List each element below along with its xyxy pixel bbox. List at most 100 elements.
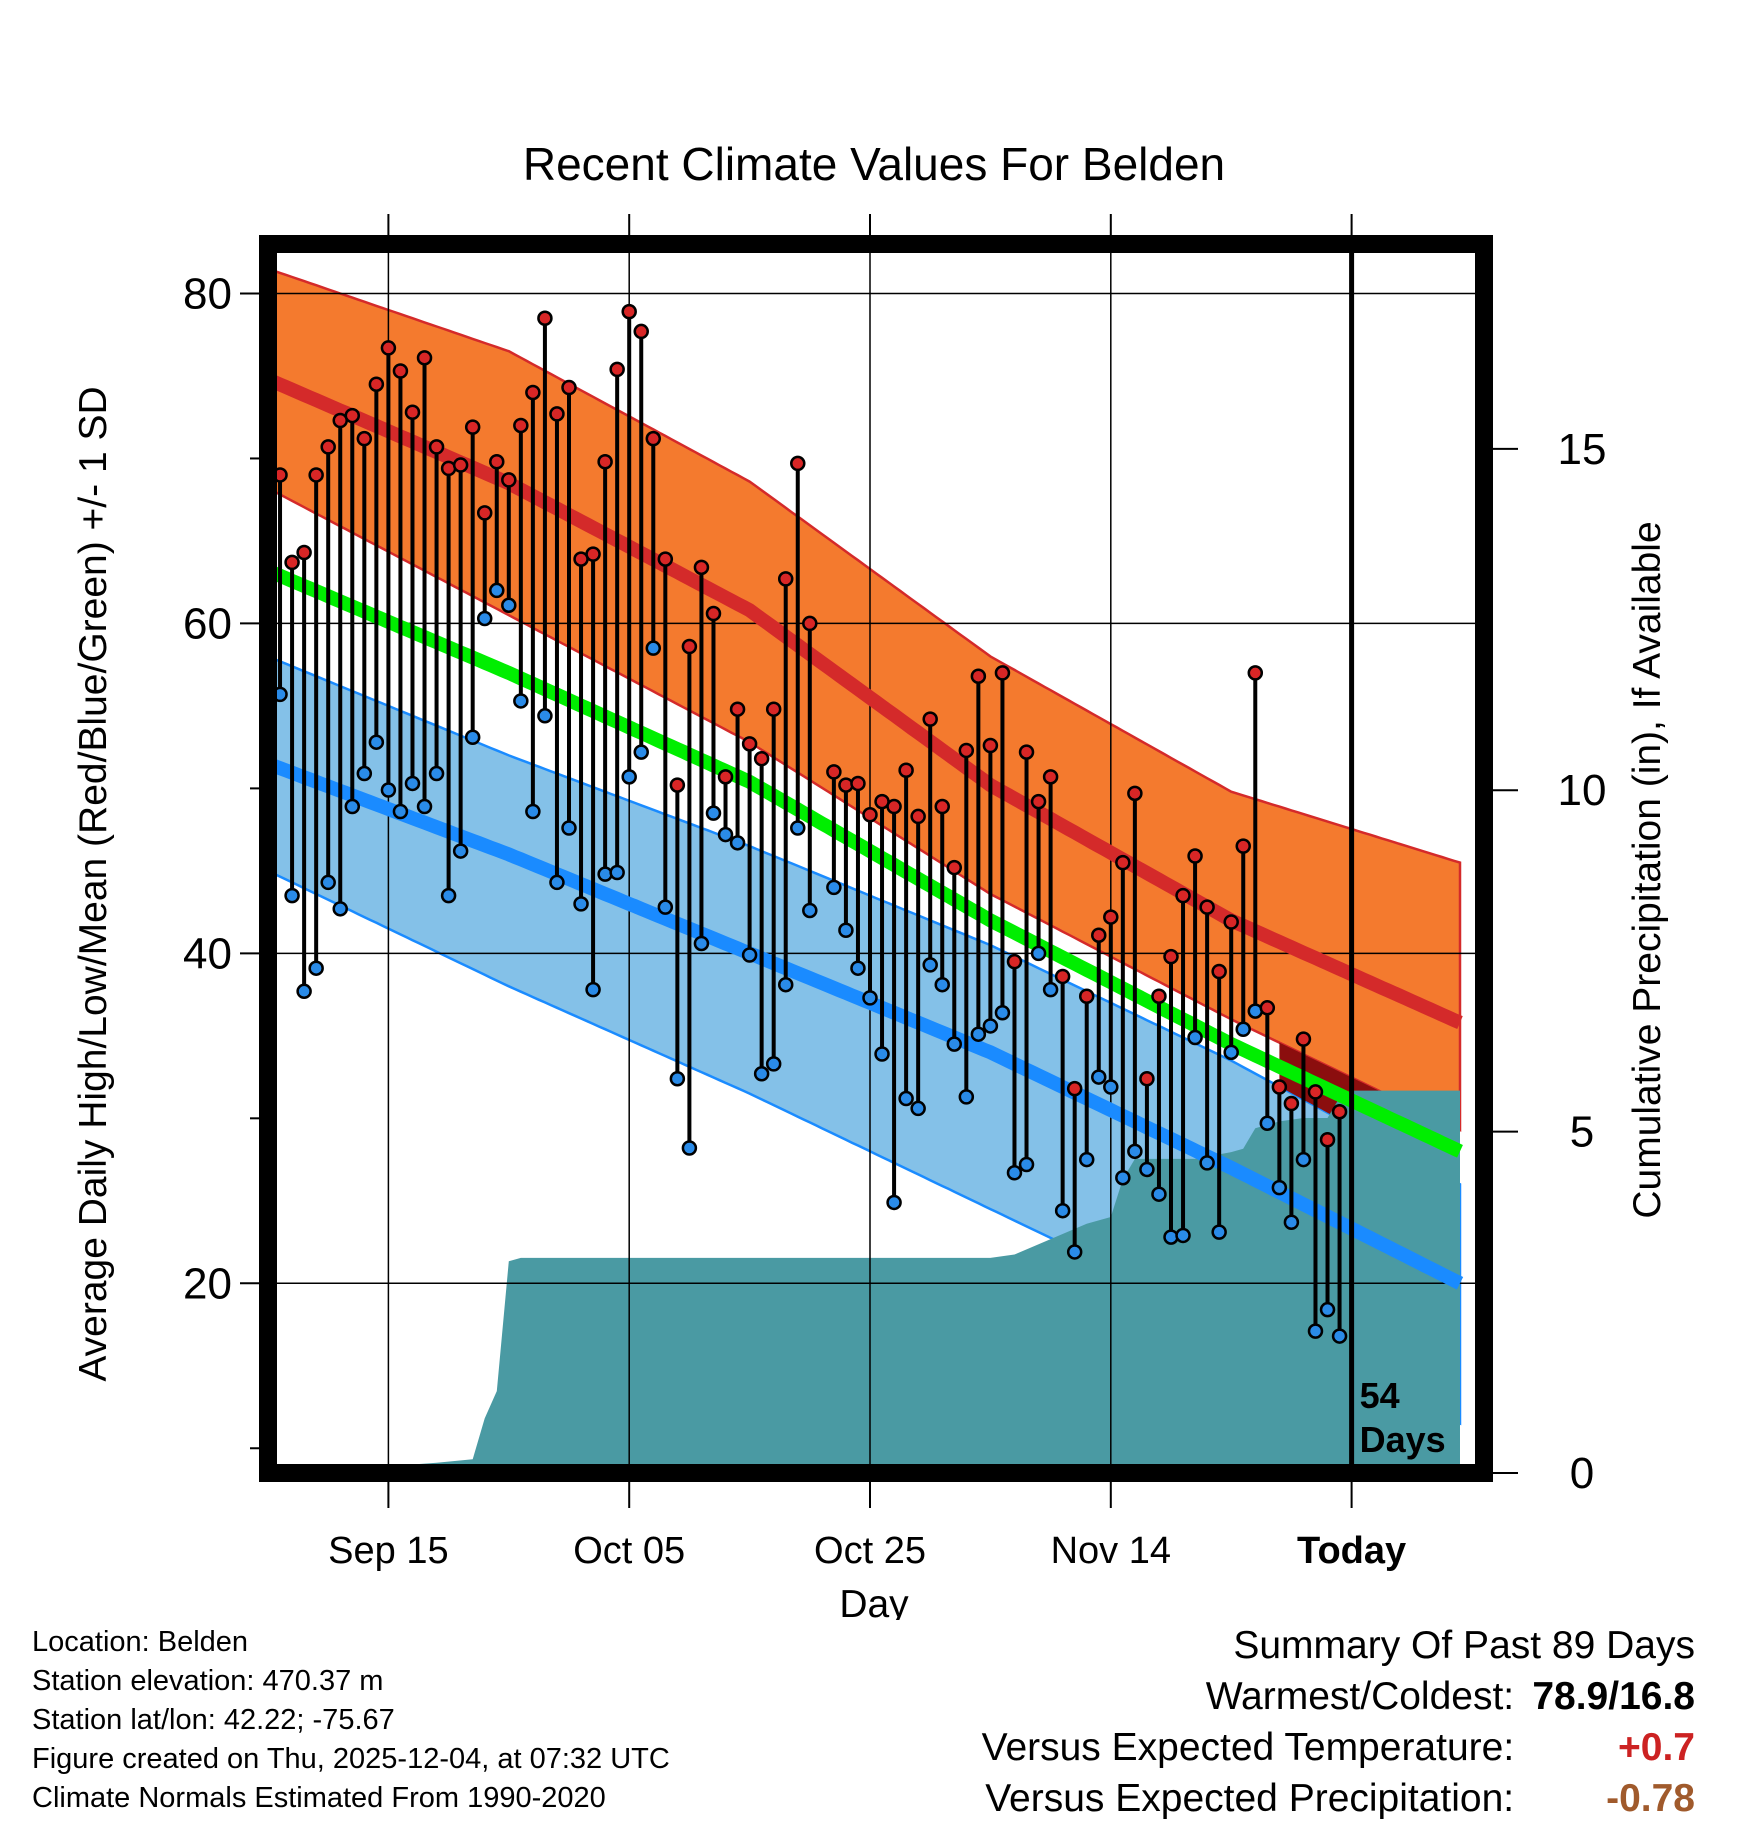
daily-low-point: [946, 1036, 963, 1052]
daily-high-point: [717, 769, 734, 785]
daily-low-point: [1139, 1161, 1155, 1178]
daily-low-point: [982, 1018, 999, 1034]
precipitation-area: [268, 1090, 1460, 1473]
daily-high-point: [525, 384, 541, 401]
daily-low-point: [1235, 1021, 1251, 1037]
x-tick-label: Oct 05: [573, 1530, 685, 1572]
daily-high-point: [1175, 887, 1191, 904]
daily-high-point: [380, 340, 397, 356]
daily-low-point: [1259, 1115, 1276, 1132]
precip-departure-value: -0.78: [1606, 1777, 1695, 1820]
daily-high-point: [753, 750, 770, 767]
daily-low-point: [802, 902, 818, 919]
daily-high-point: [501, 472, 517, 488]
daily-high-point: [1235, 838, 1251, 854]
daily-low-point: [1115, 1169, 1131, 1186]
daily-high-point: [308, 467, 324, 483]
y2-tick-label: 0: [1570, 1449, 1594, 1498]
daily-high-point: [922, 711, 938, 727]
daily-high-point: [609, 361, 625, 378]
y-axis-label: Average Daily High/Low/Mean (Red/Blue/Gr…: [72, 386, 115, 1381]
daily-low-point: [1223, 1044, 1239, 1061]
daily-high-point: [1211, 963, 1227, 980]
daily-high-point: [1066, 1080, 1083, 1097]
x-tick-label: Sep 15: [328, 1530, 448, 1572]
daily-low-point: [898, 1090, 914, 1107]
daily-high-point: [826, 764, 842, 780]
daily-low-point: [609, 864, 625, 881]
daily-low-point: [970, 1026, 987, 1042]
daily-low-point: [585, 981, 601, 998]
daily-high-point: [790, 455, 806, 472]
daily-low-point: [368, 734, 385, 750]
daily-low-point: [1175, 1227, 1191, 1244]
daily-high-point: [1139, 1070, 1155, 1087]
daily-low-point: [476, 610, 493, 627]
daily-high-point: [464, 419, 481, 435]
daily-low-point: [404, 775, 421, 792]
daily-high-point: [404, 404, 421, 421]
daily-low-point: [489, 582, 505, 599]
y2-tick-label: 5: [1570, 1108, 1594, 1157]
daily-high-point: [970, 668, 987, 684]
warmest-coldest-label: Warmest/Coldest:: [1205, 1675, 1515, 1718]
chart-title: Recent Climate Values For Belden: [523, 138, 1225, 190]
daily-low-point: [332, 901, 348, 917]
daily-high-point: [549, 406, 565, 422]
daily-high-point: [392, 363, 409, 379]
daily-low-point: [1091, 1069, 1107, 1085]
daily-high-point: [428, 439, 445, 455]
daily-low-point: [958, 1089, 975, 1105]
daily-low-point: [645, 640, 662, 656]
daily-high-point: [1331, 1103, 1348, 1120]
daily-low-point: [1307, 1323, 1324, 1339]
daily-low-point: [1187, 1029, 1203, 1046]
daily-high-point: [994, 665, 1011, 681]
daily-high-point: [958, 742, 975, 759]
daily-low-point: [657, 899, 674, 915]
daily-low-point: [826, 879, 842, 896]
daily-high-point: [476, 505, 493, 521]
warmest-coldest-value: 78.9/16.8: [1532, 1675, 1695, 1718]
daily-low-point: [838, 922, 854, 939]
daily-low-point: [741, 947, 758, 963]
normal-mean-line: [265, 564, 1463, 1158]
daily-high-point: [537, 310, 553, 326]
daily-high-point: [356, 430, 373, 447]
daily-low-point: [994, 1004, 1011, 1021]
daily-low-point: [765, 1056, 782, 1072]
latlon-text: Station lat/lon: 42.22; -75.67: [32, 1704, 395, 1736]
daily-high-point: [645, 430, 662, 447]
y-tick-label: 20: [183, 1259, 232, 1308]
x-axis-label: Day: [839, 1583, 909, 1620]
daily-high-point: [741, 736, 758, 752]
daily-high-point: [982, 737, 999, 754]
daily-high-point: [1006, 953, 1023, 970]
daily-low-point: [416, 798, 433, 815]
warmest-coldest-row: Warmest/Coldest: 78.9/16.8: [982, 1671, 1695, 1722]
precip-departure-label: Versus Expected Precipitation:: [985, 1777, 1515, 1820]
daily-low-point: [1283, 1214, 1300, 1231]
daily-low-point: [501, 597, 517, 614]
temp-departure-row: Versus Expected Temperature: +0.7: [982, 1722, 1695, 1773]
daily-low-point: [1319, 1301, 1336, 1318]
daily-low-point: [525, 803, 541, 820]
daily-high-point: [284, 554, 300, 571]
daily-low-point: [356, 765, 373, 782]
daily-low-point: [717, 826, 734, 843]
y-tick-label: 60: [183, 599, 232, 648]
y-tick-label: 40: [183, 929, 232, 978]
daily-high-point: [886, 798, 902, 815]
daily-low-point: [1018, 1156, 1035, 1173]
daily-high-point: [1283, 1095, 1300, 1112]
daily-high-point: [850, 775, 866, 792]
daily-high-point: [729, 701, 746, 717]
daily-high-point: [597, 454, 613, 470]
daily-low-point: [790, 820, 806, 836]
daily-low-point: [464, 729, 481, 745]
daily-low-point: [573, 896, 589, 912]
daily-high-point: [633, 323, 649, 340]
daily-high-point: [1018, 744, 1035, 760]
station-info: Location: Belden Station elevation: 470.…: [32, 1623, 670, 1818]
daily-low-point: [452, 843, 469, 859]
